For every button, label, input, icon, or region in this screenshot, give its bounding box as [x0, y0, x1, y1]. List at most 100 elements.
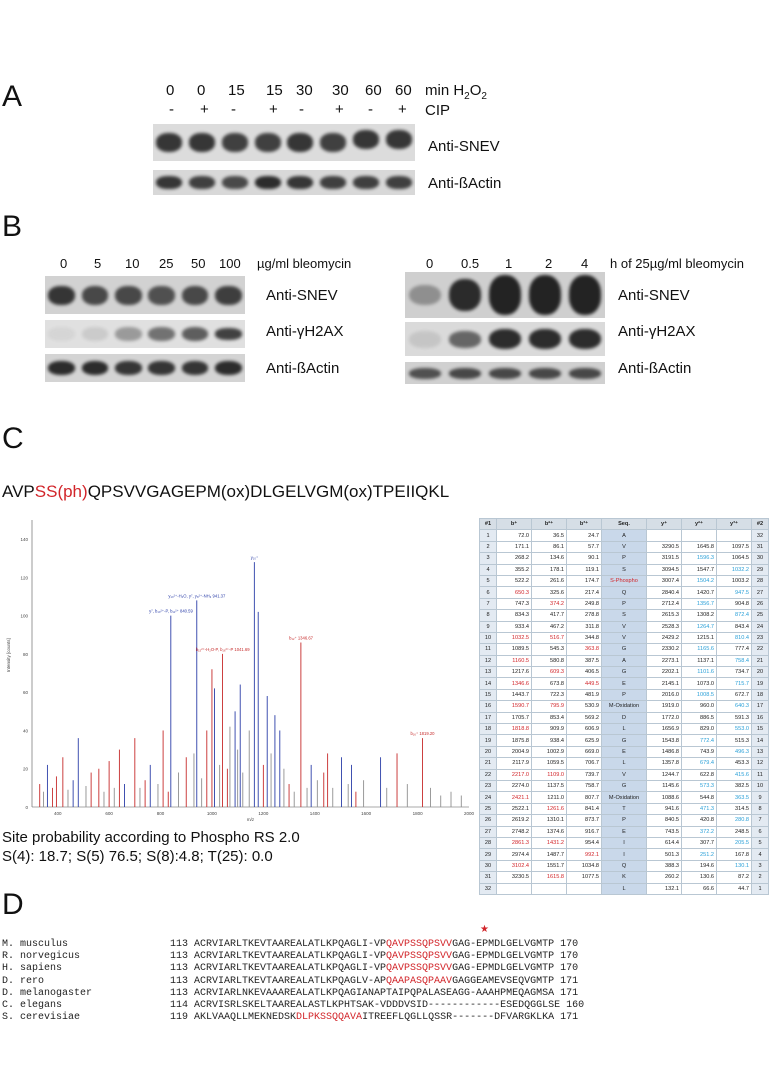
blot-band — [449, 330, 481, 348]
table-cell: 1165.6 — [681, 643, 717, 656]
table-cell: 2004.9 — [496, 745, 532, 759]
dose-label: 25 — [159, 256, 174, 271]
x-tick-label: 1000 — [207, 811, 218, 816]
table-cell: 382.5 — [716, 779, 752, 793]
table-cell: 18 — [479, 723, 497, 736]
dose-label: 5 — [94, 256, 102, 271]
table-cell: 248.5 — [716, 825, 752, 838]
y-tick-label: 80 — [23, 652, 29, 657]
table-cell: 625.9 — [566, 734, 602, 747]
sequence-segment: ACRVIARLTKEVTAAREALATLKPQAGLV-AP — [194, 975, 387, 987]
table-cell: 417.7 — [531, 609, 567, 622]
blot-band — [529, 367, 561, 379]
cip-treatment-label: - — [299, 101, 304, 118]
table-cell: 609.3 — [531, 666, 567, 679]
panel-b-left-h2ax-blot — [45, 320, 245, 348]
table-cell: 2217.0 — [496, 768, 532, 782]
sequence-segment: ACRVIARLTKEVTAAREALATLKPQAGLI-VP — [194, 939, 387, 950]
table-cell: 4 — [751, 848, 769, 861]
panel-b-left-unit: µg/ml bleomycin — [257, 256, 352, 271]
table-cell: 2273.1 — [646, 654, 682, 668]
ms-spectrum-chart: 400 600 800 1000 1200 1400 1600 1800 2000 0 20 40 60… — [6, 520, 474, 822]
table-cell: 16 — [479, 700, 497, 713]
time-label: 0 — [426, 256, 434, 271]
table-cell: 758.4 — [716, 654, 752, 668]
blot-band — [569, 367, 601, 379]
table-cell: 496.3 — [716, 745, 752, 759]
table-cell: 573.3 — [681, 779, 717, 793]
panel-b-left-label-actin: Anti-ßActin — [266, 360, 340, 377]
alignment-row: C. elegans 114 ACRVISRLSKELTAAREALASTLKPH… — [2, 1000, 584, 1011]
time-point-label: 0 — [197, 82, 206, 99]
blot-band — [215, 285, 242, 305]
fragment-ion-table: #1 b⁺ b²⁺ b³⁺ Seq. y⁺ y²⁺ y³⁺ #2 1 72.0 36.5 24.7 A 3… — [479, 517, 769, 895]
table-cell: E — [601, 825, 647, 838]
table-cell: L — [601, 723, 647, 736]
y-tick-label: 120 — [20, 575, 28, 580]
table-cell: 66.6 — [681, 882, 717, 895]
table-cell — [646, 529, 682, 542]
table-cell: 909.9 — [531, 723, 567, 736]
table-cell: 268.2 — [496, 552, 532, 565]
table-row: 24 2421.1 1211.0 807.7 M-Oxidation 1088.6 544.… — [479, 791, 769, 804]
table-row: 18 1818.8 909.9 606.9 L 1656.9 829.0 553.0 15 — [479, 723, 769, 736]
blot-band — [215, 361, 242, 375]
start-position: 119 — [170, 1012, 195, 1024]
time-unit-after: O — [469, 82, 482, 99]
table-cell: 1356.7 — [681, 597, 717, 611]
table-cell: I — [601, 836, 647, 850]
blot-band — [409, 284, 441, 306]
blot-band — [529, 328, 561, 350]
table-cell: G — [601, 666, 647, 679]
table-cell: 1073.0 — [681, 677, 717, 690]
table-cell: 2840.4 — [646, 586, 682, 599]
blot-band — [115, 285, 142, 305]
table-cell: 2145.1 — [646, 677, 682, 690]
table-cell: 311.8 — [566, 620, 602, 633]
table-cell: 1002.9 — [531, 745, 567, 759]
conserved-motif: QAAPASQPAAV — [386, 975, 453, 987]
time-unit-sub2: 2 — [481, 91, 487, 102]
table-cell: 3 — [479, 552, 497, 565]
panel-b-left-label-h2ax: Anti-γH2AX — [266, 323, 344, 340]
table-row: 7 747.3 374.2 249.8 P 2712.4 1356.7 904.8 26 — [479, 597, 769, 611]
table-row: 8 834.3 417.7 278.8 S 2615.3 1308.2 872.4 25 — [479, 609, 769, 622]
table-cell: 1261.6 — [531, 802, 567, 816]
table-cell: I — [601, 848, 647, 861]
table-cell: 3191.5 — [646, 552, 682, 565]
panel-a-actin-label: Anti-ßActin — [428, 175, 502, 192]
table-cell: 11 — [751, 768, 769, 782]
table-cell: 22 — [479, 768, 497, 782]
blot-band — [489, 328, 521, 350]
table-cell: V — [601, 768, 647, 782]
peak-annotation: y₁₀²⁺-H₂O, y⁷, y₈²⁺-NH₃ 941.37 — [168, 593, 226, 598]
alignment-row: S. cerevisiae 119 AKLVAAQLLMEKNEDSKDLPKSS… — [2, 1012, 578, 1023]
table-cell: 29 — [479, 848, 497, 861]
table-cell: 4 — [479, 563, 497, 576]
table-cell: 57.7 — [566, 540, 602, 554]
blot-band — [81, 327, 109, 341]
blot-band — [409, 330, 441, 348]
table-cell: 16 — [751, 711, 769, 725]
alignment-row: H. sapiens 113 ACRVIARLTKEVTAAREALATLKPQA… — [2, 963, 578, 974]
blot-band — [320, 176, 347, 189]
table-cell: 3007.4 — [646, 574, 682, 588]
panel-d-letter: D — [2, 888, 24, 921]
table-cell: V — [601, 540, 647, 554]
table-cell: 2117.9 — [496, 757, 532, 770]
table-cell: 938.4 — [531, 734, 567, 747]
panel-a-snev-blot — [153, 124, 415, 161]
table-cell: 36.5 — [531, 529, 567, 542]
blot-band — [181, 361, 209, 375]
blot-band — [156, 176, 183, 189]
species-name: H. sapiens — [2, 963, 63, 975]
conserved-motif: QAVPSSQPSVV — [386, 951, 453, 963]
table-cell: 672.7 — [716, 688, 752, 702]
blot-band — [320, 133, 347, 152]
table-cell: 6 — [751, 825, 769, 838]
table-cell: 19 — [751, 677, 769, 690]
table-cell: 2274.0 — [496, 779, 532, 793]
table-cell: 17 — [751, 700, 769, 713]
table-cell: G — [601, 643, 647, 656]
table-cell: 14 — [751, 734, 769, 747]
